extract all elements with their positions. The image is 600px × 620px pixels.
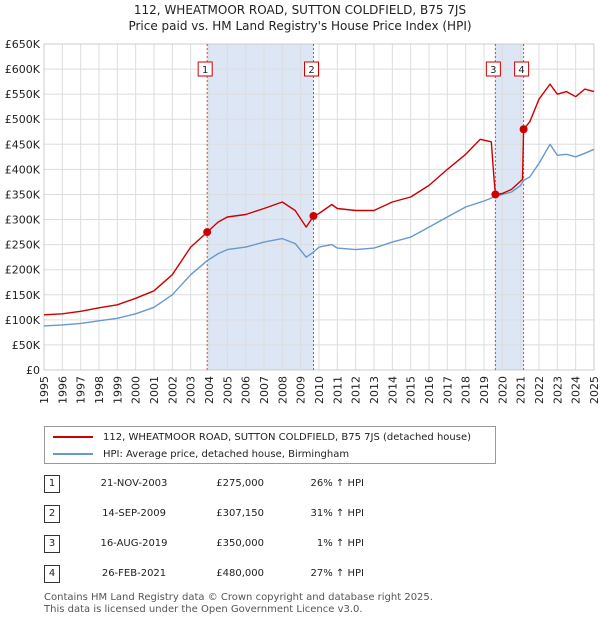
y-tick-label: £600K xyxy=(5,63,41,76)
x-tick-label: 2018 xyxy=(460,376,473,404)
sale-marker-label: 3 xyxy=(490,65,496,76)
sale-point xyxy=(203,228,212,237)
x-tick-label: 2023 xyxy=(551,376,564,404)
x-tick-label: 2006 xyxy=(240,376,253,404)
sale-marker-label: 2 xyxy=(308,65,314,76)
x-tick-label: 1997 xyxy=(75,376,88,404)
x-tick-label: 1998 xyxy=(93,376,106,404)
sale-marker-label: 4 xyxy=(518,65,524,76)
x-tick-label: 2015 xyxy=(405,376,418,404)
y-tick-label: £450K xyxy=(5,138,41,151)
sale-marker-box xyxy=(514,61,530,77)
x-tick-label: 2017 xyxy=(441,376,454,404)
transaction-price: £480,000 xyxy=(216,568,264,579)
x-tick-label: 2012 xyxy=(350,376,363,404)
y-tick-label: £650K xyxy=(5,38,41,51)
x-tick-label: 2016 xyxy=(423,376,436,404)
y-tick-label: £250K xyxy=(5,239,41,252)
sale-point xyxy=(491,190,500,199)
transaction-price: £307,150 xyxy=(216,508,264,519)
y-tick-label: £300K xyxy=(5,214,41,227)
x-tick-label: 2009 xyxy=(295,376,308,404)
y-tick-label: £500K xyxy=(5,113,41,126)
x-tick-label: 2019 xyxy=(478,376,491,404)
property-price-line xyxy=(43,83,595,316)
transaction-number: 3 xyxy=(44,535,60,553)
legend-item-hpi: HPI: Average price, detached house, Birm… xyxy=(53,447,349,461)
x-tick-label: 2025 xyxy=(588,376,600,404)
x-tick-label: 2000 xyxy=(130,376,143,404)
x-tick-label: 2014 xyxy=(386,376,399,404)
legend-label-property: 112, WHEATMOOR ROAD, SUTTON COLDFIELD, B… xyxy=(103,431,472,443)
footer-copyright: Contains HM Land Registry data © Crown c… xyxy=(44,592,433,603)
transaction-number: 2 xyxy=(44,505,60,523)
x-tick-label: 2011 xyxy=(331,376,344,404)
sale-point xyxy=(519,125,528,134)
x-tick-label: 2002 xyxy=(166,376,179,404)
transaction-price: £350,000 xyxy=(216,538,264,549)
sale-period-shade xyxy=(495,44,524,370)
transaction-number: 1 xyxy=(44,475,60,493)
transaction-row: 1 21-NOV-2003 £275,000 26% ↑ HPI xyxy=(44,475,564,495)
x-tick-label: 2024 xyxy=(570,376,583,404)
chart-legend: 112, WHEATMOOR ROAD, SUTTON COLDFIELD, B… xyxy=(44,426,496,464)
transaction-date: 14-SEP-2009 xyxy=(102,508,166,519)
y-tick-label: £200K xyxy=(5,264,41,277)
x-tick-label: 1999 xyxy=(111,376,124,404)
transaction-hpi-diff: 26% ↑ HPI xyxy=(310,478,364,489)
transaction-row: 3 16-AUG-2019 £350,000 1% ↑ HPI xyxy=(44,535,564,555)
x-tick-label: 2022 xyxy=(533,376,546,404)
transaction-price: £275,000 xyxy=(216,478,264,489)
x-tick-label: 1996 xyxy=(56,376,69,404)
plot-area-border xyxy=(43,43,595,371)
transaction-row: 4 26-FEB-2021 £480,000 27% ↑ HPI xyxy=(44,565,564,585)
chart-subtitle: Price paid vs. HM Land Registry's House … xyxy=(128,19,472,33)
x-tick-label: 2003 xyxy=(185,376,198,404)
price-chart: £0 £50K £100K £150K £200K £250K £300K £350K £400… xyxy=(5,38,600,404)
x-tick-label: 2008 xyxy=(276,376,289,404)
y-tick-label: £400K xyxy=(5,163,41,176)
x-tick-label: 2007 xyxy=(258,376,271,404)
y-tick-label: £100K xyxy=(5,314,41,327)
sale-marker-box xyxy=(485,61,501,77)
legend-item-property: 112, WHEATMOOR ROAD, SUTTON COLDFIELD, B… xyxy=(53,430,471,444)
x-tick-label: 2020 xyxy=(496,376,509,404)
footer-licence: This data is licensed under the Open Gov… xyxy=(44,604,363,615)
legend-label-hpi: HPI: Average price, detached house, Birm… xyxy=(103,448,350,460)
transaction-date: 26-FEB-2021 xyxy=(101,568,167,579)
legend-swatch-hpi xyxy=(53,453,93,455)
x-tick-label: 1995 xyxy=(38,376,51,404)
y-tick-label: £50K xyxy=(12,339,41,352)
transaction-hpi-diff: 27% ↑ HPI xyxy=(310,568,364,579)
sale-marker-label: 1 xyxy=(202,65,208,76)
x-tick-label: 2005 xyxy=(221,376,234,404)
x-tick-label: 2001 xyxy=(148,376,161,404)
sale-marker-box xyxy=(197,61,213,77)
sale-point xyxy=(309,211,318,220)
transaction-row: 2 14-SEP-2009 £307,150 31% ↑ HPI xyxy=(44,505,564,525)
transaction-hpi-diff: 31% ↑ HPI xyxy=(310,508,364,519)
x-tick-label: 2013 xyxy=(368,376,381,404)
legend-swatch-property xyxy=(53,436,93,438)
y-tick-label: £350K xyxy=(5,188,41,201)
x-tick-label: 2004 xyxy=(203,376,216,404)
y-tick-label: £150K xyxy=(5,289,41,302)
sale-marker-box xyxy=(304,61,319,77)
y-tick-label: £550K xyxy=(5,88,41,101)
transaction-date: 21-NOV-2003 xyxy=(100,478,168,489)
x-tick-label: 2021 xyxy=(515,376,528,404)
transaction-hpi-diff: 1% ↑ HPI xyxy=(316,538,364,549)
y-tick-label: £0 xyxy=(26,364,40,377)
transaction-number: 4 xyxy=(44,565,60,583)
chart-title: 112, WHEATMOOR ROAD, SUTTON COLDFIELD, B… xyxy=(133,3,467,17)
hpi-line xyxy=(43,143,595,327)
x-tick-label: 2010 xyxy=(313,376,326,404)
transaction-date: 16-AUG-2019 xyxy=(100,538,168,549)
sale-period-shade xyxy=(207,44,314,370)
